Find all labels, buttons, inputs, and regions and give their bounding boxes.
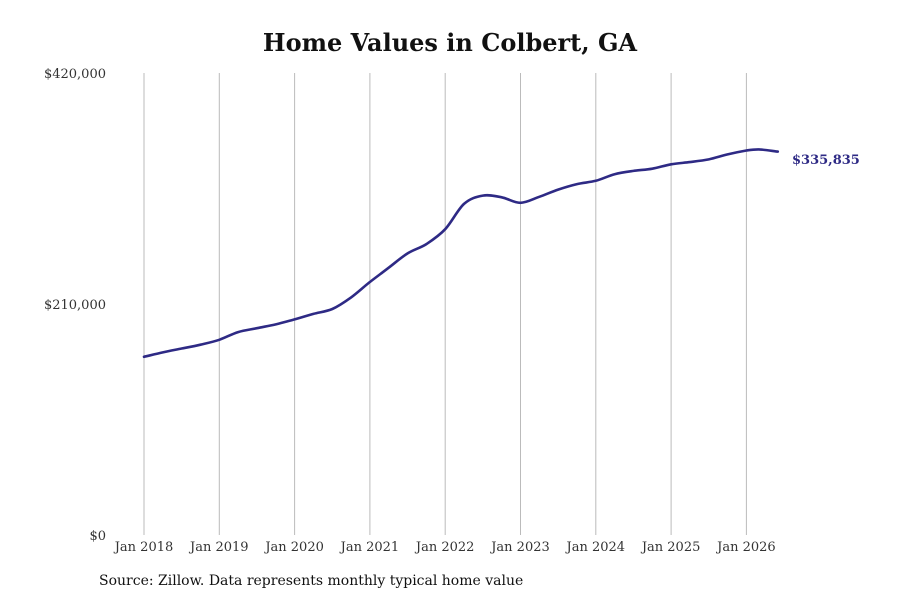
end-value-label: $335,835	[792, 153, 860, 168]
x-tick-label: Jan 2023	[489, 540, 550, 555]
x-axis-ticks: Jan 2018 Jan 2019 Jan 2020 Jan 2021 Jan 2022…	[113, 540, 776, 555]
x-tick-label: Jan 2022	[414, 540, 475, 555]
x-tick-label: Jan 2019	[188, 540, 249, 555]
chart-title: Home Values in Colbert, GA	[262, 28, 638, 57]
x-tick-label: Jan 2025	[640, 540, 701, 555]
y-axis-ticks: $0 $210,000 $420,000	[44, 67, 106, 544]
x-tick-label: Jan 2021	[339, 540, 400, 555]
y-tick-label: $0	[89, 529, 106, 544]
x-tick-label: Jan 2026	[715, 540, 776, 555]
grid-lines	[143, 73, 747, 535]
y-tick-label: $210,000	[44, 298, 106, 313]
x-tick-label: Jan 2020	[263, 540, 324, 555]
y-tick-label: $420,000	[44, 67, 106, 82]
series-line	[142, 148, 780, 359]
annotation-layer: $335,835	[792, 153, 860, 168]
series-layer	[142, 148, 780, 359]
x-tick-label: Jan 2024	[565, 540, 626, 555]
x-tick-label: Jan 2018	[113, 540, 174, 555]
source-note: Source: Zillow. Data represents monthly …	[99, 573, 524, 589]
